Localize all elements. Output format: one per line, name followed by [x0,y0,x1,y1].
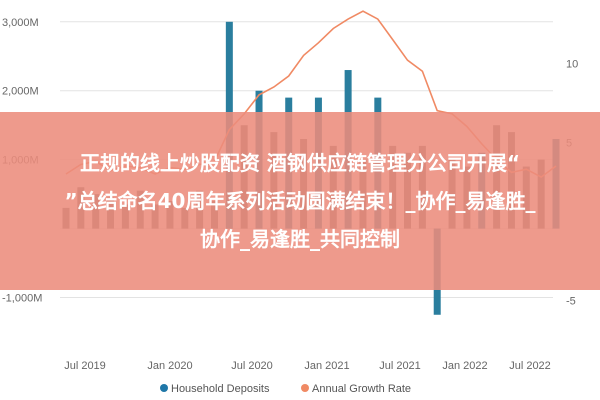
legend-marker-household-deposits [160,384,168,392]
legend[interactable]: Household Deposits Annual Growth Rate [160,383,411,395]
x-tick-label: Jan 2022 [442,360,487,372]
x-tick-label: Jan 2021 [304,360,349,372]
banner-line-3: 协作_易逢胜_共同控制 [200,227,400,251]
x-tick-label: Jul 2020 [231,360,273,372]
left-tick-label: 2,000M [2,86,39,98]
legend-label-household-deposits: Household Deposits [171,383,270,395]
legend-marker-annual-growth-rate [301,384,309,392]
x-tick-label: Jul 2022 [509,360,551,372]
x-tick-label: Jul 2021 [379,360,421,372]
x-tick-label: Jul 2019 [64,360,106,372]
right-tick-label: -5 [566,295,576,307]
legend-label-annual-growth-rate: Annual Growth Rate [312,383,411,395]
left-tick-label: -1,000M [2,293,42,305]
banner-line-2: ”总结命名40周年系列活动圆满结束！_协作_易逢胜_ [64,189,536,213]
x-axis-ticks: Jul 2019 Jan 2020 Jul 2020 Jan 2021 Jul 2021… [64,360,551,372]
x-tick-label: Jan 2020 [147,360,192,372]
overlay-banner: 正规的线上炒股配资 酒钢供应链管理分公司开展“ ”总结命名40周年系列活动圆满结… [0,112,600,290]
right-tick-label: 10 [566,58,578,70]
left-tick-label: 3,000M [2,17,39,29]
banner-line-1: 正规的线上炒股配资 酒钢供应链管理分公司开展“ [79,151,521,175]
